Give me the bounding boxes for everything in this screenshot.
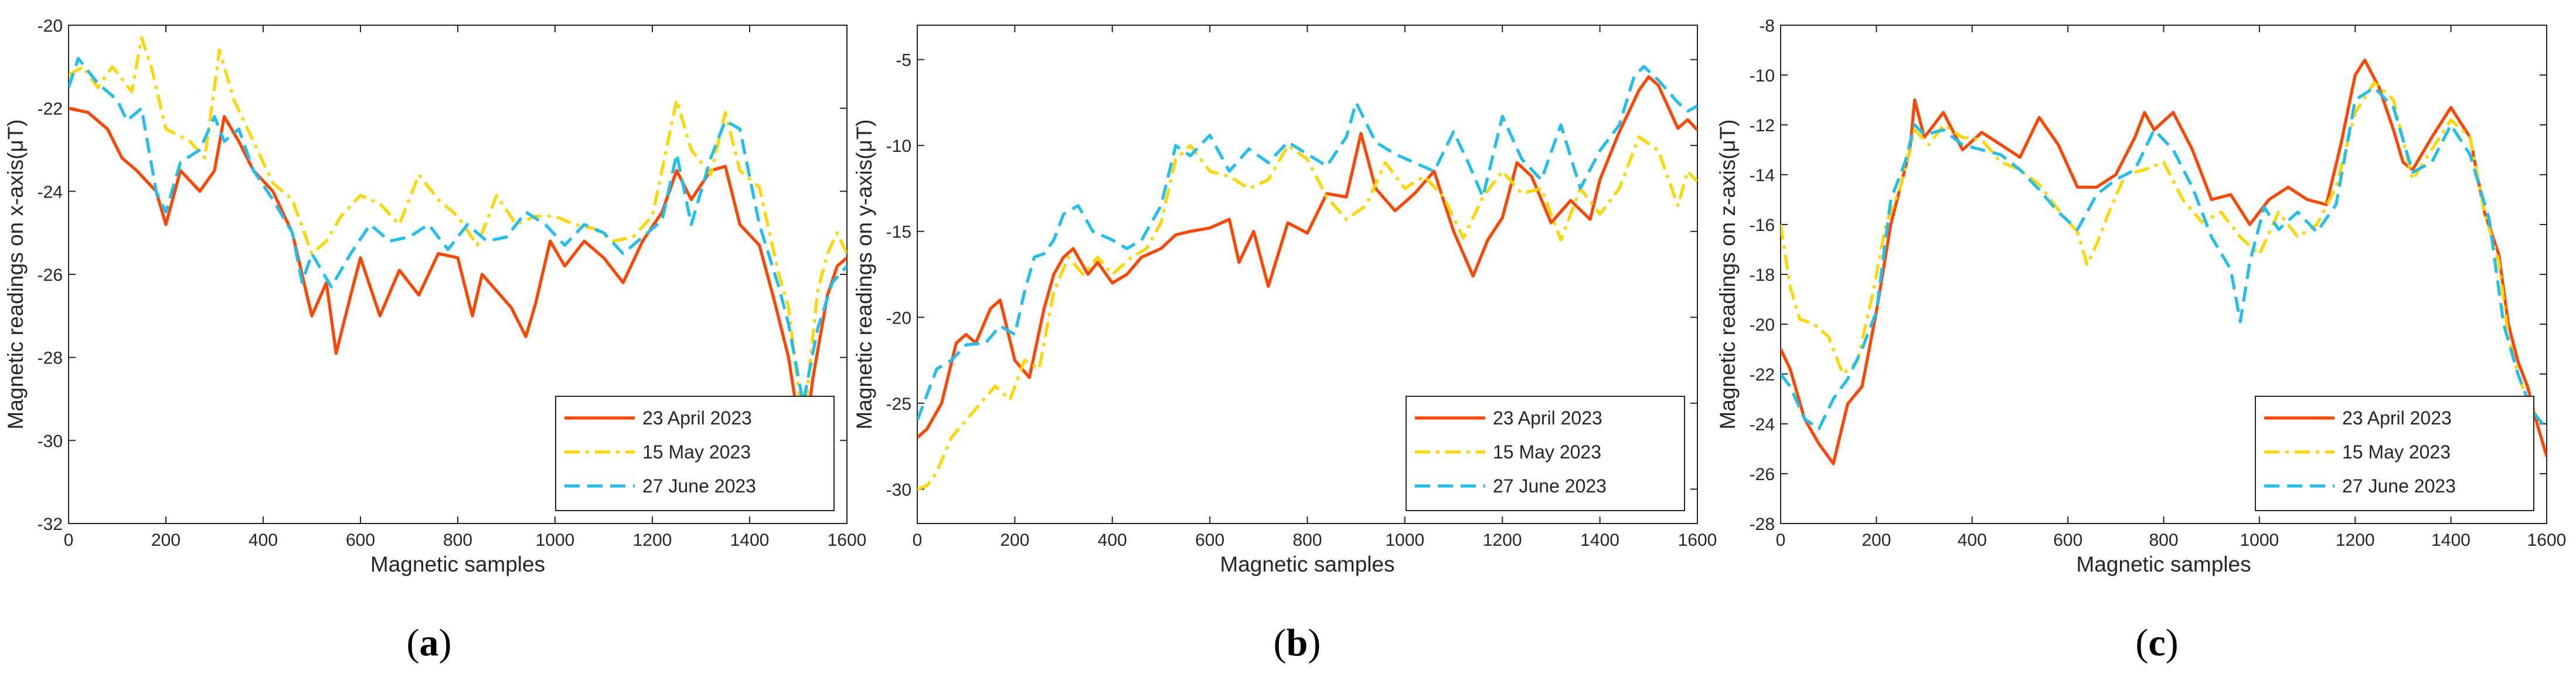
x-tick-label: 1600 [2527,531,2567,550]
panel-label-open: ( [407,621,420,664]
legend-entry-label: 15 May 2023 [642,441,751,463]
x-tick-label: 600 [1195,531,1224,550]
chart-panel-c: 0 200 400 600 800 1000 1200 1400 1600 -28 -26 -24 -2… [1716,16,2566,664]
x-tick-label: 400 [1958,531,1987,550]
series-line-27-june-2023 [917,64,1697,422]
y-tick-label: -15 [886,223,911,242]
x-tick-label: 0 [913,531,923,550]
y-tick-label: -26 [1750,465,1775,484]
legend-entry-label: 15 May 2023 [2342,441,2451,463]
legend-entry-label: 23 April 2023 [642,407,752,429]
y-tick-label: -30 [886,480,911,499]
legend-box [2255,396,2534,511]
legend-b: 23 April 2023 15 May 2023 27 June 2023 [1406,396,1685,511]
series-line-27-june-2023 [69,57,847,405]
y-tick-label: -28 [38,349,63,368]
y-axis-label: Magnetic readings on y-axis(μT) [852,119,876,429]
chart-panel-b: 0 200 400 600 800 1000 1200 1400 1600 -30 -25 -20 -1… [852,25,1717,664]
y-tick-label: -24 [38,182,63,202]
series-group-a [69,36,847,455]
x-axis-label: Magnetic samples [1220,552,1394,576]
y-tick-label: -25 [886,395,911,414]
y-tick-label: -18 [1750,266,1775,285]
series-line-15-may-2023 [917,135,1697,491]
x-tick-label: 600 [2053,531,2082,550]
legend-entry-label: 27 June 2023 [642,475,756,497]
y-tick-label: -28 [1750,515,1775,534]
panel-label-close: ) [1308,621,1321,664]
y-tick-label: -20 [1750,315,1775,335]
x-tick-label: 800 [2149,531,2178,550]
panel-label-open: ( [1274,621,1287,664]
legend-a: 23 April 2023 15 May 2023 27 June 2023 [555,396,835,511]
x-tick-label: 0 [1776,531,1786,550]
y-tick-label: -22 [1750,365,1775,385]
series-line-23-april-2023 [917,75,1697,439]
x-tick-label: 800 [443,531,472,550]
panel-label-letter: a [420,621,439,664]
y-tick-label: -32 [38,515,63,534]
y-tick-label: -20 [38,16,63,36]
y-tick-label: -16 [1750,216,1775,235]
x-tick-label: 200 [151,531,181,550]
y-tick-label: -24 [1750,415,1775,434]
y-tick-label: -10 [886,137,911,156]
y-tick-label: -8 [1759,16,1775,36]
x-tick-label: 1400 [730,531,770,550]
x-axis-label: Magnetic samples [2076,552,2251,576]
x-tick-label: 600 [346,531,375,550]
y-axis-label: Magnetic readings on z-axis(μT) [1716,119,1740,429]
y-tick-label: -12 [1750,116,1775,135]
x-tick-label: 1600 [1678,531,1717,550]
x-tick-label: 200 [1000,531,1029,550]
y-tick-label: -10 [1750,66,1775,86]
panel-label-open: ( [2135,621,2148,664]
x-tick-label: 1200 [1483,531,1522,550]
x-tick-label: 1000 [2240,531,2279,550]
legend-entry-label: 27 June 2023 [1493,475,1607,497]
x-tick-label: 200 [1862,531,1891,550]
series-line-15-may-2023 [69,36,847,430]
x-axis-label: Magnetic samples [370,552,545,576]
chart-panel-a: 0 200 400 600 800 1000 1200 1400 1600 -32 -30 -28 -2… [4,16,866,664]
y-tick-label: -30 [38,431,63,451]
panel-label-letter: b [1287,621,1308,664]
y-tick-label: -26 [38,266,63,285]
panel-label-close: ) [439,621,452,664]
series-line-15-may-2023 [1781,81,2547,430]
legend-c: 23 April 2023 15 May 2023 27 June 2023 [2255,396,2534,511]
x-tick-label: 1000 [536,531,575,550]
x-tick-label: 1600 [828,531,867,550]
panel-label-letter: c [2148,621,2165,664]
panel-label-b: (b) [1274,621,1321,664]
legend-entry-label: 23 April 2023 [1493,407,1602,429]
x-tick-label: 800 [1292,531,1322,550]
x-tick-label: 1200 [633,531,672,550]
y-tick-label: -20 [886,308,911,328]
legend-entry-label: 23 April 2023 [2342,407,2452,429]
y-tick-label: -14 [1750,166,1775,185]
series-group-b [917,64,1697,491]
x-tick-label: 400 [249,531,278,550]
series-line-23-april-2023 [1781,58,2547,465]
panel-label-c: (c) [2135,621,2178,664]
series-line-27-june-2023 [1781,86,2547,431]
series-line-23-april-2023 [69,107,847,455]
y-tick-label: -5 [896,51,911,70]
legend-entry-label: 27 June 2023 [2342,475,2456,497]
x-tick-label: 1400 [1580,531,1619,550]
x-tick-label: 1200 [2336,531,2375,550]
legend-entry-label: 15 May 2023 [1493,441,1601,463]
y-tick-label: -22 [38,100,63,119]
panel-label-a: (a) [407,621,452,664]
x-tick-label: 1000 [1386,531,1425,550]
panel-label-close: ) [2166,621,2179,664]
x-tick-label: 0 [64,531,74,550]
y-axis-label: Magnetic readings on x-axis(μT) [4,119,28,429]
x-tick-label: 1400 [2431,531,2470,550]
x-tick-label: 400 [1098,531,1127,550]
series-group-c [1781,58,2547,465]
